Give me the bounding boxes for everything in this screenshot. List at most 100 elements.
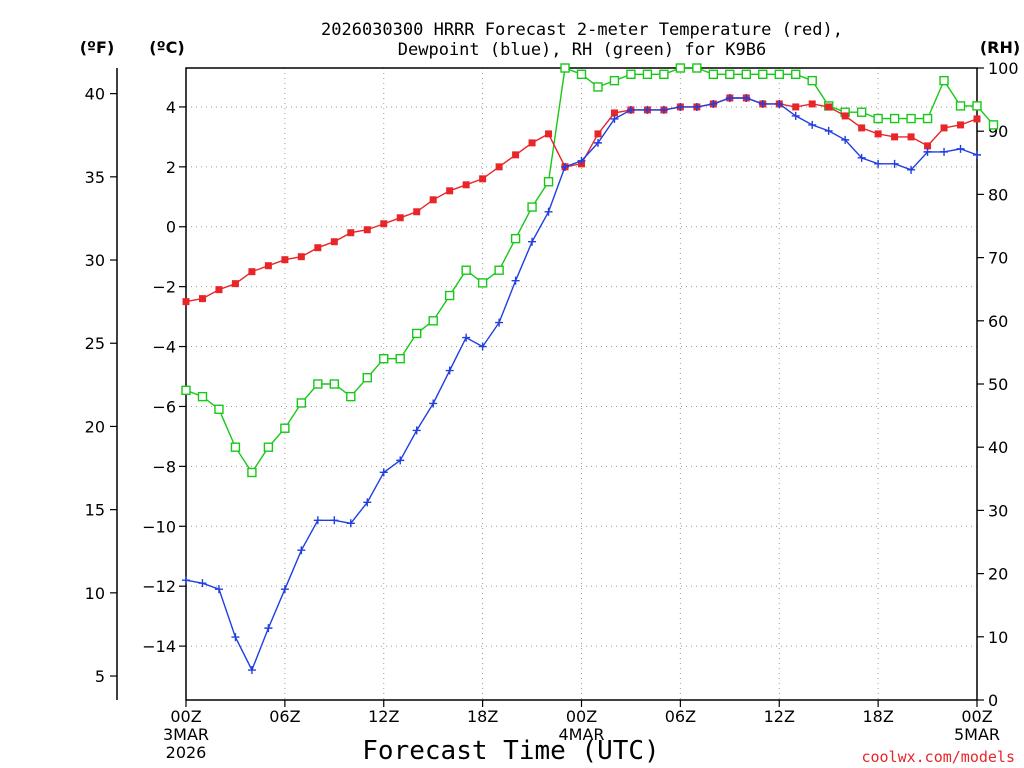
temperature-marker [281, 256, 289, 264]
rh-tick-label: 50 [988, 375, 1008, 394]
dewpoint-marker [363, 498, 372, 507]
temperature-marker [380, 220, 388, 228]
dewpoint-marker [874, 159, 883, 168]
rh-marker [313, 379, 323, 389]
rh-marker [494, 265, 504, 275]
celsius-tick-label: −8 [152, 457, 176, 476]
temperature-marker [479, 175, 487, 183]
celsius-tick-label: −10 [142, 517, 176, 536]
rh-marker [939, 75, 949, 86]
dewpoint-marker [330, 516, 339, 525]
rh-marker [675, 63, 686, 73]
dewpoint-marker [182, 576, 190, 585]
rh-marker [692, 63, 702, 73]
rh-marker [181, 385, 191, 396]
rh-marker [576, 69, 587, 80]
dewpoint-marker [676, 102, 685, 111]
x-tick-label: 18Z [467, 707, 498, 726]
temperature-marker [907, 133, 915, 141]
rh-marker [379, 354, 389, 364]
dewpoint-marker [709, 99, 718, 108]
temperature-marker [347, 229, 355, 237]
dewpoint-marker [923, 147, 932, 156]
x-tick-label: 06Z [665, 707, 696, 726]
rh-marker [758, 69, 768, 80]
dewpoint-marker [264, 624, 273, 633]
temperature-marker [825, 103, 833, 111]
rh-marker [395, 354, 405, 364]
x-tick-label: 12Z [368, 707, 399, 726]
temperature-marker [940, 124, 948, 132]
rh-unit-label: (RH) [980, 38, 1020, 57]
x-tick-label: 00Z [566, 707, 597, 726]
temperature-marker [231, 280, 239, 288]
temperature-marker [330, 238, 338, 246]
rh-tick-label: 20 [988, 565, 1008, 584]
dewpoint-marker [808, 120, 817, 129]
temperature-marker [891, 133, 899, 141]
rh-marker [197, 391, 208, 402]
temperature-marker [924, 142, 932, 150]
rh-marker [543, 177, 554, 187]
rh-marker [560, 63, 570, 73]
rh-marker [972, 101, 982, 111]
temperature-marker [957, 121, 965, 129]
dewpoint-marker [956, 144, 965, 153]
chart-title-line2: Dewpoint (blue), RH (green) for K9B6 [398, 40, 766, 60]
rh-marker [296, 398, 307, 408]
fahrenheit-tick-label: 15 [85, 501, 105, 520]
rh-marker [461, 265, 471, 275]
dewpoint-marker [478, 342, 487, 351]
rh-tick-label: 0 [988, 691, 998, 710]
rh-tick-label: 10 [988, 628, 1008, 647]
dewpoint-marker [973, 150, 981, 159]
temperature-marker [446, 187, 454, 195]
temperature-marker [792, 103, 800, 111]
temperature-marker [297, 253, 305, 261]
x-tick-label: 06Z [269, 707, 300, 726]
temperature-marker [248, 268, 256, 276]
temperature-marker [495, 163, 503, 171]
temperature-marker [396, 214, 404, 222]
rh-marker [659, 69, 669, 80]
rh-marker [329, 379, 340, 389]
celsius-unit-label: (ºC) [149, 38, 184, 57]
temperature-marker [363, 226, 371, 234]
rh-marker [412, 328, 422, 339]
temperature-marker [973, 115, 981, 123]
temperature-marker [413, 208, 421, 216]
rh-marker [247, 467, 257, 478]
celsius-tick-label: −12 [142, 577, 176, 596]
rh-marker [807, 75, 817, 86]
rh-tick-label: 70 [988, 249, 1008, 268]
fahrenheit-tick-label: 30 [85, 251, 105, 270]
rh-marker [362, 372, 372, 383]
temperature-marker [182, 298, 190, 306]
rh-marker [444, 290, 455, 301]
temperature-marker [808, 100, 816, 108]
dewpoint-marker [841, 135, 850, 144]
dewpoint-marker [577, 156, 586, 165]
dewpoint-marker [462, 333, 471, 342]
x-tick-label: 00Z [961, 707, 992, 726]
dewpoint-marker [412, 426, 421, 435]
dewpoint-marker [824, 126, 833, 135]
rh-line [185, 67, 995, 474]
dewpoint-marker [429, 399, 438, 408]
dewpoint-marker [379, 468, 388, 477]
fahrenheit-tick-label: 10 [85, 584, 105, 603]
dewpoint-marker [857, 153, 866, 162]
dewpoint-marker [214, 585, 223, 594]
rh-marker [280, 423, 290, 433]
rh-marker [988, 120, 999, 130]
rh-marker [626, 69, 636, 80]
rh-tick-label: 80 [988, 185, 1008, 204]
fahrenheit-tick-label: 35 [85, 168, 105, 187]
rh-marker [346, 391, 356, 402]
rh-tick-label: 40 [988, 438, 1008, 457]
temperature-marker [528, 139, 536, 147]
x-tick-label: 18Z [862, 707, 893, 726]
x-tick-label: 12Z [764, 707, 795, 726]
celsius-tick-label: 4 [166, 98, 176, 117]
celsius-tick-label: −6 [152, 397, 176, 416]
